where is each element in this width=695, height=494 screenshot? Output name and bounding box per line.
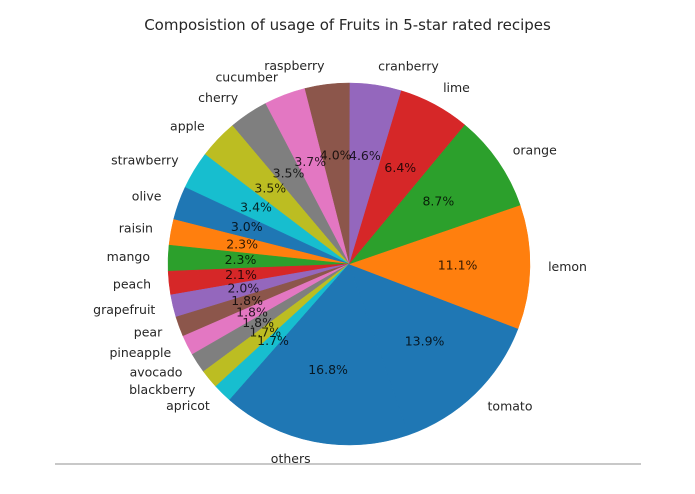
slice-label-apricot: apricot <box>166 398 210 413</box>
slice-label-tomato: tomato <box>488 398 533 413</box>
pie-labels: tomatolemonorangelimecranberryraspberryc… <box>93 58 587 466</box>
slice-label-orange: orange <box>513 142 557 157</box>
slice-percent-raspberry: 4.0% <box>320 148 352 163</box>
slice-percent-pineapple: 1.8% <box>236 304 268 319</box>
slice-percent-mango: 2.3% <box>225 252 257 267</box>
slice-label-grapefruit: grapefruit <box>93 302 155 317</box>
slice-label-peach: peach <box>113 277 151 292</box>
slice-percent-others: 16.8% <box>308 362 348 377</box>
slice-percent-cherry: 3.5% <box>273 165 305 180</box>
slice-percent-olive: 3.0% <box>231 219 263 234</box>
pie-slice-lemon <box>348 204 531 329</box>
slice-percent-raisin: 2.3% <box>226 236 258 251</box>
slice-label-cucumber: cucumber <box>215 69 278 84</box>
pie-slice-others <box>229 263 409 446</box>
slice-percent-lemon: 11.1% <box>438 257 478 272</box>
slice-label-lime: lime <box>443 80 470 95</box>
slice-percent-apricot: 1.7% <box>257 333 289 348</box>
slice-label-raspberry: raspberry <box>264 58 325 73</box>
slice-label-cherry: cherry <box>198 90 239 105</box>
slice-percent-blackberry: 1.7% <box>249 325 281 340</box>
slice-label-strawberry: strawberry <box>111 152 179 167</box>
slice-label-raisin: raisin <box>119 221 153 236</box>
slice-label-others: others <box>271 451 311 466</box>
slice-percent-cucumber: 3.7% <box>294 154 326 169</box>
slice-percent-strawberry: 3.4% <box>240 199 272 214</box>
pie-slice-orange <box>348 124 521 265</box>
slice-percent-tomato: 13.9% <box>405 333 445 348</box>
slice-percent-pear: 1.8% <box>231 293 263 308</box>
slice-percent-lime: 6.4% <box>384 160 416 175</box>
chart-title: Composistion of usage of Fruits in 5-sta… <box>144 16 551 34</box>
slice-label-olive: olive <box>132 189 162 204</box>
slice-label-lemon: lemon <box>548 259 587 274</box>
slice-percent-orange: 8.7% <box>422 194 454 209</box>
slice-percent-apple: 3.5% <box>254 181 286 196</box>
slice-percent-peach: 2.1% <box>225 267 257 282</box>
slice-label-pineapple: pineapple <box>109 345 171 360</box>
slice-percent-avocado: 1.8% <box>242 315 274 330</box>
pie-slices <box>167 82 531 446</box>
slice-label-pear: pear <box>134 324 163 339</box>
pie-slice-tomato <box>348 263 519 436</box>
slice-label-mango: mango <box>107 249 150 264</box>
slice-label-apple: apple <box>170 118 205 133</box>
pie-percent-labels: 13.9%11.1%8.7%6.4%4.6%4.0%3.7%3.5%3.5%3.… <box>225 148 478 377</box>
slice-label-cranberry: cranberry <box>378 59 439 74</box>
slice-label-blackberry: blackberry <box>129 382 196 397</box>
slice-label-avocado: avocado <box>130 365 183 380</box>
divider <box>55 463 641 465</box>
slice-percent-cranberry: 4.6% <box>349 148 381 163</box>
slice-percent-grapefruit: 2.0% <box>227 281 259 296</box>
